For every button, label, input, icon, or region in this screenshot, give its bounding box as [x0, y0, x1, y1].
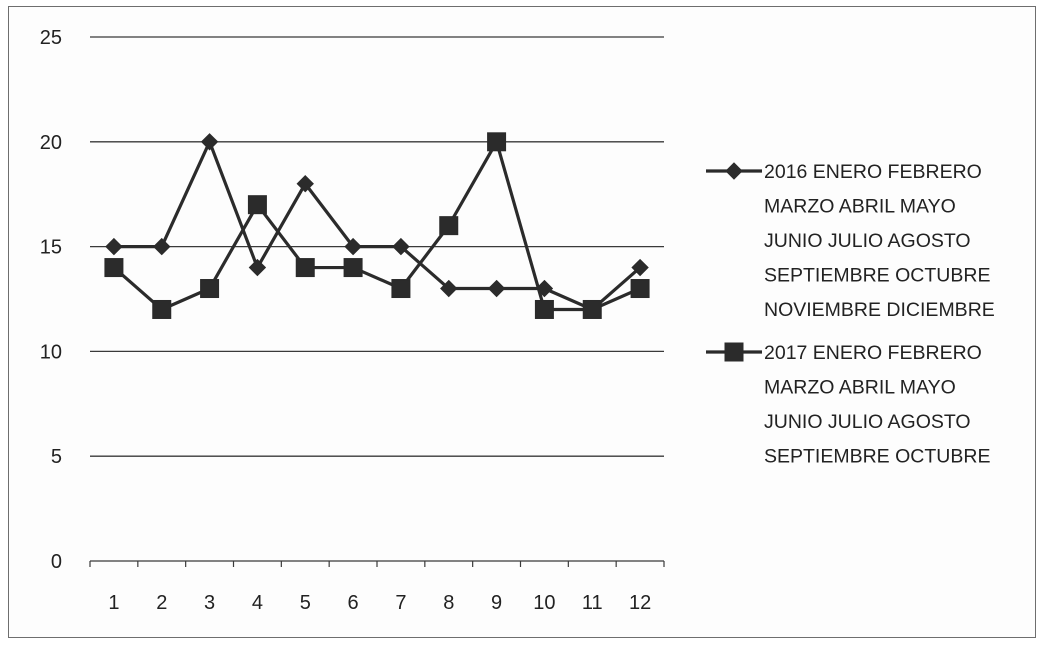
series-1-point — [344, 237, 362, 256]
series-1-point — [487, 279, 506, 298]
x-tick-label: 3 — [204, 592, 215, 614]
y-tick-label: 15 — [40, 237, 62, 259]
x-tick-label: 1 — [108, 592, 119, 614]
series-1-point — [248, 258, 267, 277]
y-tick-label: 5 — [51, 446, 62, 468]
series-1-point — [296, 175, 314, 193]
series-2-point — [534, 299, 554, 319]
x-tick-label: 12 — [629, 592, 651, 614]
series-1-point — [392, 237, 410, 256]
series-2-point — [487, 132, 507, 152]
series-2-point — [247, 195, 267, 215]
legend-entry-2-line: 2017 ENERO FEBRERO — [764, 342, 982, 364]
legend-entry-1-line: SEPTIEMBRE OCTUBRE — [764, 265, 990, 287]
legend-entry-1-line: MARZO ABRIL MAYO — [764, 196, 956, 218]
chart-frame — [8, 6, 1036, 638]
series-1-point — [153, 237, 171, 256]
series-line-1 — [113, 140, 642, 312]
x-tick-label: 7 — [395, 592, 406, 614]
series-1-point — [200, 133, 219, 151]
x-tick-label: 9 — [491, 592, 502, 614]
y-tick-label: 10 — [40, 341, 62, 363]
x-tick-label: 5 — [300, 592, 311, 614]
series-1-point — [535, 279, 554, 298]
series-2-point — [295, 258, 315, 278]
series-2-point — [439, 216, 459, 236]
series-2-point — [200, 279, 220, 299]
series-1-point — [440, 279, 458, 298]
series-2-point — [343, 258, 363, 278]
legend-entry-1-line: NOVIEMBRE DICIEMBRE — [764, 299, 995, 321]
series-2-point — [630, 279, 650, 299]
y-tick-label: 0 — [51, 551, 62, 573]
series-2-point — [391, 279, 411, 299]
y-tick-label: 25 — [40, 27, 62, 49]
legend-entry-2-line: MARZO ABRIL MAYO — [764, 377, 956, 399]
series-2-point — [104, 258, 124, 278]
x-tick-label: 11 — [582, 592, 603, 614]
x-tick-label: 8 — [443, 592, 454, 614]
series-2-point — [582, 299, 602, 319]
series-1-point — [631, 258, 649, 277]
legend-entry-1-line: 2016 ENERO FEBRERO — [764, 161, 982, 183]
legend-marker-1 — [725, 162, 743, 180]
legend-entry-1-line: JUNIO JULIO AGOSTO — [764, 230, 971, 252]
legend-entry-2-line: SEPTIEMBRE OCTUBRE — [764, 446, 990, 468]
x-tick-label: 6 — [348, 592, 359, 614]
legend-entry-2-line: JUNIO JULIO AGOSTO — [764, 411, 971, 433]
x-tick-label: 2 — [156, 592, 167, 614]
series-line-2 — [112, 140, 641, 312]
y-tick-label: 20 — [40, 132, 62, 154]
x-tick-label: 4 — [252, 592, 263, 614]
legend-marker-2 — [724, 342, 744, 362]
series-1-point — [105, 237, 123, 256]
x-tick-label: 10 — [533, 592, 555, 614]
series-2-point — [152, 299, 172, 319]
